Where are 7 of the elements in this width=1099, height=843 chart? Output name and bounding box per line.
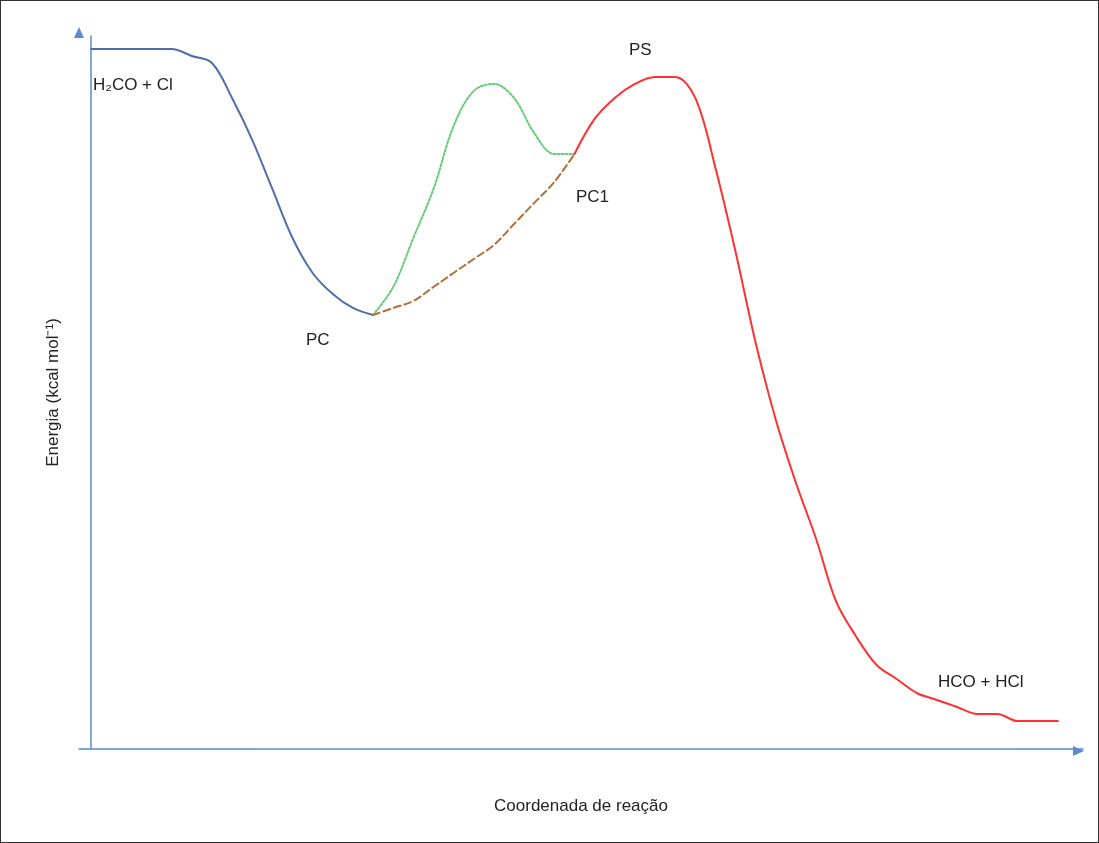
annotation: PC [306, 330, 330, 349]
x-axis-title: Coordenada de reação [494, 796, 668, 815]
annotation: PS [629, 40, 652, 59]
annotation: HCO + HCl [938, 672, 1024, 691]
annotation: PC1 [576, 187, 610, 206]
y-axis-title: Energia (kcal mol⁻¹) [43, 318, 62, 467]
annotation: H₂CO + Cl [93, 75, 173, 94]
